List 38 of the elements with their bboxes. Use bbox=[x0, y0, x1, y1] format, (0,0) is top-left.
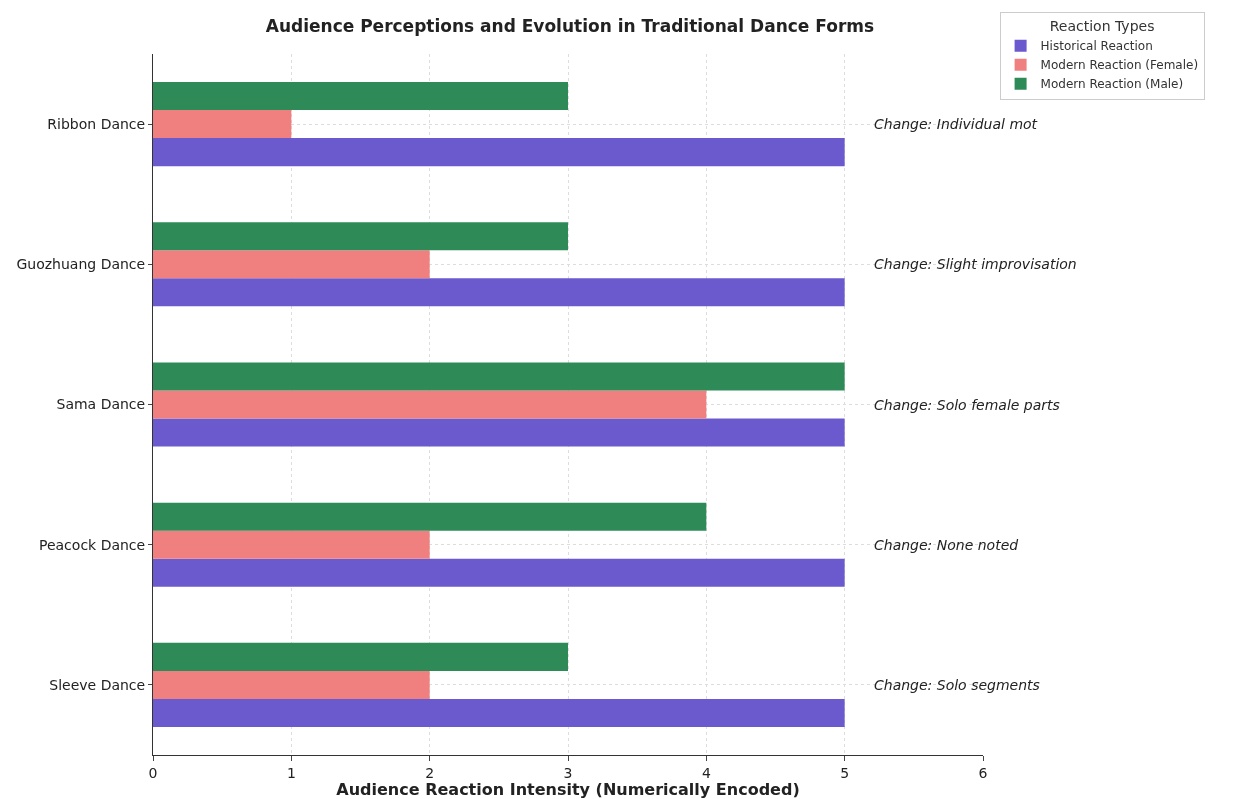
x-tick-label: 3 bbox=[563, 764, 573, 781]
bar bbox=[153, 670, 430, 699]
x-axis-title: Audience Reaction Intensity (Numerically Encoded) bbox=[336, 780, 800, 799]
bar bbox=[153, 138, 845, 167]
bar bbox=[153, 362, 845, 391]
annotation: Change: Slight improvisation bbox=[874, 256, 1077, 272]
legend-label: Modern Reaction (Female) bbox=[1040, 58, 1199, 73]
y-tick-label: Guozhuang Dance bbox=[16, 256, 146, 273]
annotation: Change: Individual mot bbox=[874, 116, 1038, 132]
bar bbox=[153, 502, 707, 531]
y-tick-label: Sleeve Dance bbox=[49, 676, 146, 693]
bar bbox=[153, 250, 430, 279]
annotation: Change: Solo female parts bbox=[874, 397, 1060, 413]
x-tick-label: 4 bbox=[701, 764, 711, 781]
legend-title: Reaction Types bbox=[1049, 18, 1155, 35]
y-tick-label: Sama Dance bbox=[56, 396, 146, 413]
bar bbox=[153, 82, 568, 111]
legend-label: Historical Reaction bbox=[1040, 39, 1153, 54]
bar bbox=[153, 698, 845, 727]
bar bbox=[153, 278, 845, 307]
x-tick-label: 5 bbox=[840, 764, 850, 781]
bar bbox=[153, 642, 568, 671]
legend-label: Modern Reaction (Male) bbox=[1040, 77, 1184, 92]
bar bbox=[153, 558, 845, 587]
x-tick-label: 6 bbox=[978, 764, 988, 781]
chart-title: Audience Perceptions and Evolution in Traditional Dance Forms bbox=[265, 15, 875, 36]
y-tick-label: Ribbon Dance bbox=[47, 116, 146, 132]
bar bbox=[153, 418, 845, 447]
bar bbox=[153, 222, 568, 251]
y-tick-label: Peacock Dance bbox=[39, 536, 146, 553]
bar bbox=[153, 390, 707, 419]
bar bbox=[153, 530, 430, 559]
x-tick-label: 1 bbox=[286, 764, 296, 781]
annotation: Change: Solo segments bbox=[874, 677, 1040, 693]
bar bbox=[153, 110, 292, 139]
annotation: Change: None noted bbox=[874, 537, 1019, 553]
x-tick-label: 0 bbox=[148, 764, 158, 781]
x-tick-label: 2 bbox=[425, 764, 435, 781]
